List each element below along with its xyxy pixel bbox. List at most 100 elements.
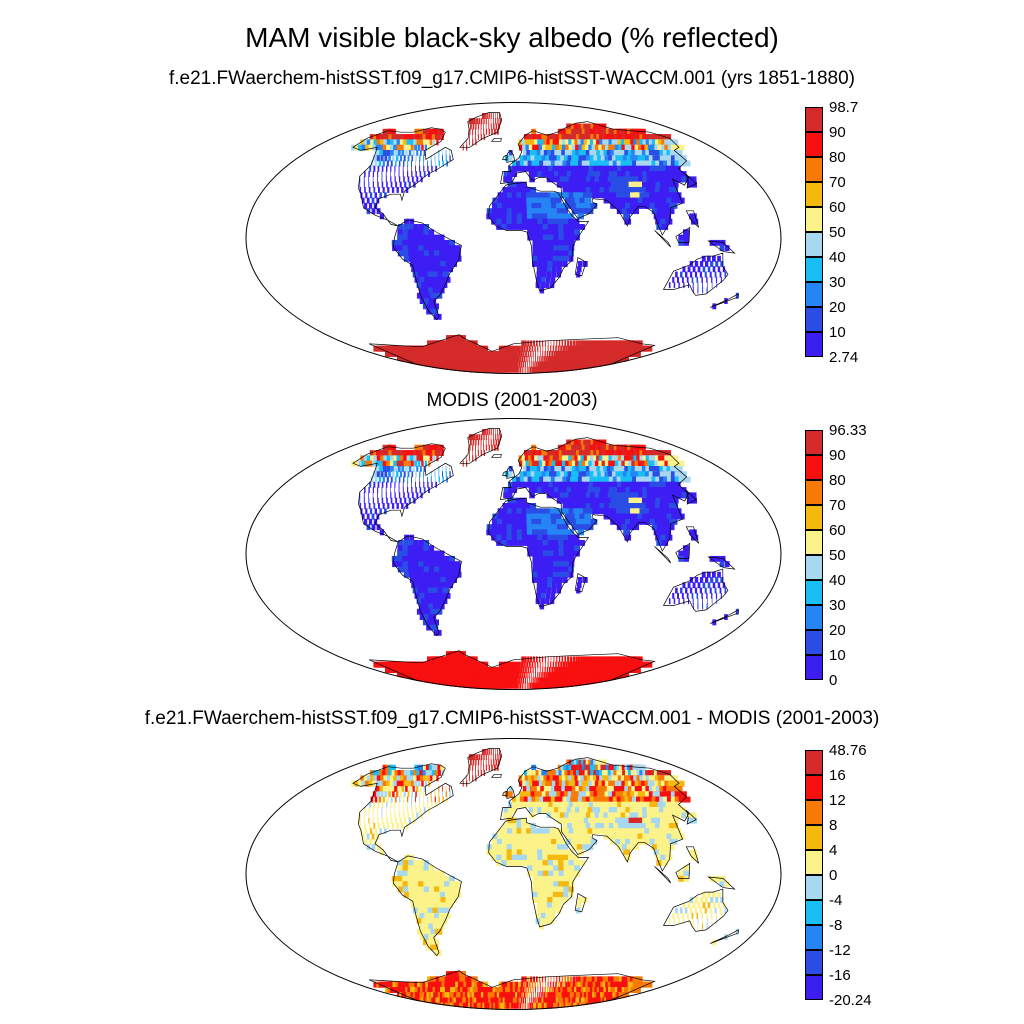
grid-cell bbox=[608, 487, 617, 493]
grid-cell bbox=[412, 786, 415, 792]
grid-cell bbox=[649, 508, 658, 515]
grid-cell bbox=[403, 455, 408, 462]
grid-cell bbox=[532, 677, 534, 684]
grid-cell bbox=[475, 759, 477, 766]
grid-cell bbox=[720, 897, 724, 903]
grid-cell bbox=[548, 801, 555, 808]
grid-cell bbox=[358, 780, 365, 787]
grid-cell bbox=[390, 786, 394, 792]
grid-cell bbox=[593, 682, 605, 689]
grid-cell bbox=[724, 614, 728, 620]
grid-cell bbox=[560, 801, 568, 808]
grid-cell bbox=[551, 907, 557, 914]
grid-cell bbox=[531, 444, 537, 451]
grid-cell bbox=[535, 450, 541, 456]
grid-cell bbox=[597, 192, 605, 199]
grid-cell bbox=[625, 202, 633, 209]
grid-cell bbox=[511, 224, 518, 230]
grid-cell bbox=[369, 481, 372, 488]
grid-cell bbox=[532, 545, 539, 552]
grid-cell bbox=[560, 345, 563, 352]
grid-cell bbox=[508, 791, 513, 798]
grid-cell bbox=[553, 229, 560, 236]
grid-cell bbox=[403, 780, 408, 787]
map-border bbox=[245, 418, 782, 690]
grid-cell bbox=[551, 812, 558, 819]
grid-cell bbox=[524, 165, 530, 172]
grid-cell bbox=[503, 812, 508, 819]
grid-cell bbox=[368, 202, 373, 209]
grid-cell bbox=[597, 181, 605, 188]
grid-cell bbox=[497, 197, 503, 204]
grid-cell bbox=[408, 224, 414, 230]
grid-cell bbox=[686, 817, 697, 824]
grid-cell bbox=[551, 844, 558, 851]
grid-cell bbox=[650, 187, 660, 193]
grid-cell bbox=[386, 497, 388, 504]
grid-cell bbox=[558, 667, 561, 673]
grid-cell bbox=[545, 276, 551, 283]
grid-cell bbox=[491, 529, 497, 536]
grid-cell bbox=[407, 229, 414, 236]
grid-cell bbox=[507, 817, 513, 824]
grid-cell bbox=[419, 796, 420, 803]
grid-cell bbox=[442, 471, 443, 478]
grid-cell bbox=[394, 165, 396, 172]
grid-cell bbox=[431, 582, 439, 589]
grid-cell bbox=[705, 261, 709, 267]
grid-cell bbox=[359, 817, 361, 824]
grid-cell bbox=[542, 897, 548, 903]
grid-cell bbox=[522, 780, 527, 787]
grid-cell bbox=[548, 677, 552, 684]
grid-cell bbox=[575, 838, 583, 845]
grid-cell bbox=[434, 886, 441, 893]
grid-cell bbox=[378, 823, 380, 829]
grid-cell bbox=[567, 155, 575, 162]
grid-cell bbox=[542, 571, 548, 578]
grid-cell bbox=[551, 667, 554, 673]
grid-cell bbox=[578, 656, 581, 663]
grid-cell bbox=[615, 181, 624, 188]
grid-cell bbox=[655, 534, 663, 541]
grid-cell bbox=[516, 540, 523, 546]
grid-cell bbox=[701, 255, 706, 262]
grid-cell bbox=[410, 450, 415, 456]
grid-cell bbox=[545, 592, 551, 599]
grid-cell bbox=[527, 455, 533, 462]
grid-cell bbox=[545, 833, 552, 840]
grid-cell bbox=[558, 351, 561, 357]
grid-cell bbox=[426, 139, 430, 146]
grid-cell bbox=[373, 139, 380, 146]
grid-cell bbox=[520, 667, 523, 673]
grid-cell bbox=[403, 492, 405, 499]
grid-cell bbox=[541, 672, 543, 679]
grid-cell bbox=[591, 807, 600, 813]
grid-cell bbox=[586, 208, 594, 215]
colorbar-box bbox=[805, 257, 823, 282]
grid-cell bbox=[571, 471, 579, 478]
grid-cell bbox=[568, 886, 574, 893]
grid-cell bbox=[369, 192, 373, 199]
grid-cell bbox=[553, 540, 559, 546]
grid-cell bbox=[497, 828, 503, 835]
colorbar-label: 10 bbox=[829, 324, 846, 341]
grid-cell bbox=[580, 340, 584, 347]
grid-cell bbox=[501, 661, 506, 668]
grid-cell bbox=[685, 492, 697, 499]
grid-cell bbox=[541, 587, 547, 594]
grid-cell bbox=[571, 187, 579, 193]
grid-cell bbox=[720, 577, 724, 583]
grid-cell bbox=[516, 529, 523, 536]
grid-cell bbox=[378, 160, 382, 167]
grid-cell bbox=[588, 340, 593, 347]
grid-cell bbox=[407, 545, 414, 552]
grid-cell bbox=[423, 139, 427, 146]
grid-cell bbox=[558, 229, 565, 236]
grid-cell bbox=[612, 176, 621, 183]
grid-cell bbox=[394, 492, 396, 499]
grid-cell bbox=[562, 213, 569, 220]
grid-cell bbox=[559, 176, 567, 183]
grid-cell bbox=[418, 881, 425, 888]
grid-cell bbox=[480, 134, 482, 140]
grid-cell bbox=[442, 587, 450, 594]
